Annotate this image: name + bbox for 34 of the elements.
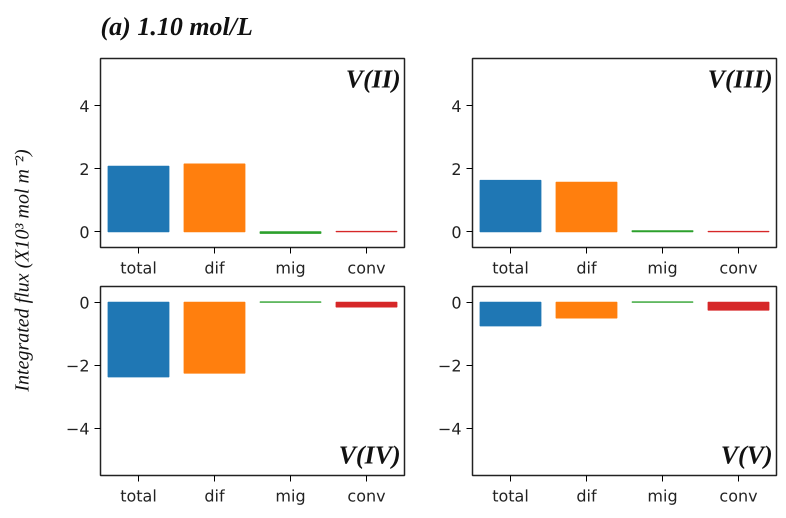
x-tick-label: mig: [275, 258, 306, 278]
annotation: V(V): [720, 440, 773, 470]
x-tick-label: conv: [719, 258, 758, 278]
annotation: V(III): [708, 64, 773, 94]
x-tick-label: conv: [347, 486, 386, 506]
x-tick-label: dif: [204, 486, 225, 506]
x-tick-label: mig: [275, 486, 306, 506]
y-tick-label: 0: [451, 222, 462, 242]
y-tick-label: 2: [451, 160, 462, 179]
x-tick-label: dif: [576, 486, 597, 506]
y-tick-label: 4: [79, 96, 90, 116]
y-tick-label: −2: [438, 356, 462, 376]
annotation: V(II): [346, 64, 401, 94]
x-tick-label: conv: [719, 486, 758, 506]
y-tick-label: 0: [451, 293, 462, 312]
x-tick-label: total: [492, 258, 529, 278]
y-tick-label: 2: [79, 160, 90, 179]
y-tick-label: −4: [438, 419, 462, 438]
x-tick-label: dif: [204, 258, 225, 278]
x-tick-label: mig: [647, 486, 678, 506]
chart-title: (a) 1.10 mol/L: [100, 12, 253, 41]
x-tick-label: mig: [647, 258, 678, 278]
y-axis-title: Integrated flux (X10³ mol m⁻²): [12, 149, 34, 393]
y-tick-label: 4: [451, 96, 462, 116]
x-tick-label: conv: [347, 258, 386, 278]
y-tick-label: −4: [66, 419, 90, 438]
x-tick-label: dif: [576, 258, 597, 278]
x-tick-label: total: [120, 258, 157, 278]
y-tick-label: 0: [79, 222, 90, 242]
x-tick-label: total: [120, 486, 157, 506]
x-tick-label: total: [492, 486, 529, 506]
y-tick-label: −2: [66, 356, 90, 376]
y-tick-label: 0: [79, 293, 90, 312]
annotation: V(IV): [338, 440, 401, 470]
